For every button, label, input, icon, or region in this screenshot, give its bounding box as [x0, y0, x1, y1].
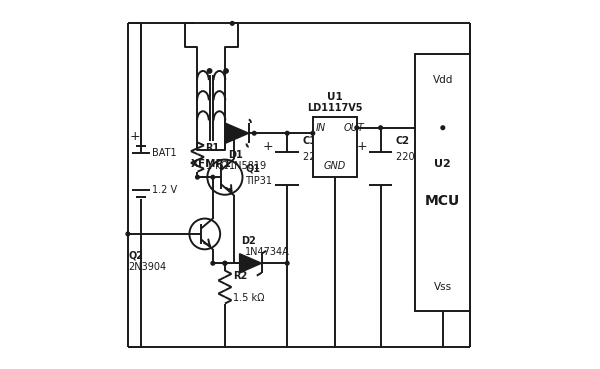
Polygon shape [225, 123, 249, 144]
Circle shape [311, 131, 314, 135]
FancyBboxPatch shape [313, 117, 357, 177]
Text: 1.2 V: 1.2 V [152, 185, 177, 195]
Circle shape [196, 175, 199, 179]
Circle shape [230, 21, 234, 25]
Text: BAT1: BAT1 [152, 148, 176, 158]
Circle shape [379, 126, 382, 130]
Circle shape [355, 126, 359, 130]
Circle shape [126, 232, 130, 236]
Text: U2: U2 [434, 159, 451, 169]
Text: IN: IN [316, 123, 326, 133]
Text: Q2: Q2 [128, 251, 143, 261]
Text: Q1: Q1 [245, 163, 260, 173]
Text: MCU: MCU [425, 194, 460, 208]
Circle shape [211, 175, 215, 179]
Circle shape [441, 126, 445, 130]
Text: OUT: OUT [344, 123, 365, 133]
Text: XFMR1: XFMR1 [191, 159, 232, 169]
Text: LD1117V5: LD1117V5 [307, 103, 362, 113]
Circle shape [286, 131, 289, 135]
Text: Vss: Vss [434, 282, 452, 292]
Circle shape [208, 69, 212, 73]
Text: C2: C2 [396, 135, 410, 145]
Text: 220 μF: 220 μF [302, 152, 336, 162]
Text: 1 kΩ: 1 kΩ [206, 161, 228, 171]
Text: D2: D2 [241, 236, 256, 246]
Circle shape [286, 261, 289, 265]
Polygon shape [239, 254, 262, 273]
Circle shape [223, 261, 227, 265]
Text: Vdd: Vdd [433, 75, 453, 85]
Circle shape [224, 69, 228, 73]
Text: GND: GND [323, 161, 346, 171]
FancyBboxPatch shape [415, 55, 470, 311]
Text: D1: D1 [229, 150, 244, 160]
Text: 2N3904: 2N3904 [128, 262, 167, 272]
Text: +: + [356, 139, 367, 152]
Circle shape [223, 261, 227, 265]
Text: 1.5 kΩ: 1.5 kΩ [233, 293, 265, 303]
Text: TIP31: TIP31 [245, 176, 272, 186]
Text: R1: R1 [206, 143, 220, 153]
Circle shape [253, 131, 256, 135]
Text: R2: R2 [233, 271, 247, 281]
Text: +: + [263, 139, 274, 152]
Text: +: + [130, 130, 140, 144]
Text: 220 μF: 220 μF [396, 152, 430, 162]
Text: 1N5819: 1N5819 [229, 161, 267, 171]
Circle shape [211, 261, 215, 265]
Text: C1: C1 [302, 135, 317, 145]
Text: 1N4734A: 1N4734A [245, 247, 290, 257]
Text: U1: U1 [327, 92, 343, 101]
